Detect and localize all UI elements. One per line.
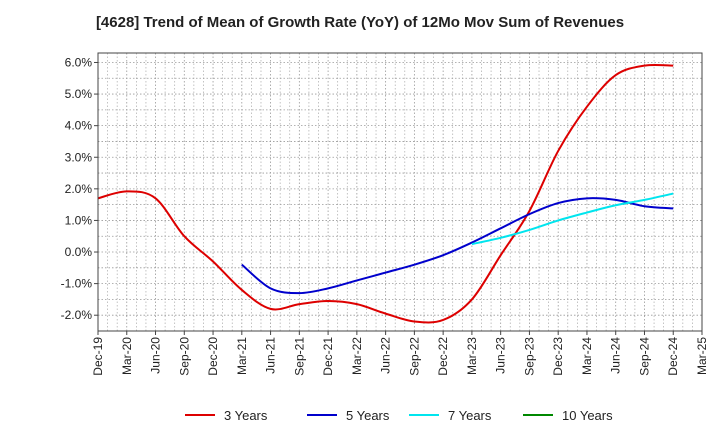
y-tick-label: 6.0% bbox=[65, 55, 93, 69]
x-tick-label: Jun-23 bbox=[494, 337, 508, 374]
x-tick-label: Mar-22 bbox=[350, 337, 364, 375]
series-line-3-years bbox=[97, 63, 674, 324]
x-tick-label: Mar-23 bbox=[465, 337, 479, 375]
x-tick-label: Sep-21 bbox=[292, 337, 306, 376]
x-tick-label: Jun-24 bbox=[609, 337, 623, 374]
x-tick-label: Dec-20 bbox=[206, 337, 220, 376]
x-tick-label: Dec-21 bbox=[321, 337, 335, 376]
y-tick-label: 5.0% bbox=[65, 87, 93, 101]
y-tick-label: -1.0% bbox=[61, 277, 93, 291]
x-tick-label: Mar-24 bbox=[580, 337, 594, 375]
x-tick-label: Mar-21 bbox=[235, 337, 249, 375]
legend-label-5-years: 5 Years bbox=[346, 408, 390, 423]
x-tick-label: Dec-22 bbox=[436, 337, 450, 376]
x-tick-label: Jun-21 bbox=[264, 337, 278, 374]
x-tick-label: Dec-24 bbox=[666, 337, 680, 376]
y-tick-label: 3.0% bbox=[65, 150, 93, 164]
series-line-7-years bbox=[471, 192, 674, 246]
x-tick-label: Mar-20 bbox=[120, 337, 134, 375]
legend-label-10-years: 10 Years bbox=[562, 408, 613, 423]
y-tick-label: 4.0% bbox=[65, 119, 93, 133]
x-tick-label: Sep-20 bbox=[177, 337, 191, 376]
plot-area bbox=[98, 53, 702, 331]
chart-title: [4628] Trend of Mean of Growth Rate (YoY… bbox=[95, 14, 625, 31]
x-tick-label: Dec-23 bbox=[551, 337, 565, 376]
y-tick-label: 1.0% bbox=[65, 213, 93, 227]
y-tick-label: 2.0% bbox=[65, 182, 93, 196]
legend-label-7-years: 7 Years bbox=[448, 408, 492, 423]
plot-frame bbox=[97, 52, 703, 332]
legend: 3 Years 5 Years 7 Years 10 Years bbox=[185, 408, 613, 423]
x-tick-label: Sep-23 bbox=[522, 337, 536, 376]
x-tick-label: Sep-22 bbox=[407, 337, 421, 376]
y-tick-label: 0.0% bbox=[65, 245, 93, 259]
x-tick-label: Mar-25 bbox=[695, 337, 709, 375]
x-tick-label: Jun-22 bbox=[379, 337, 393, 374]
x-tick-label: Jun-20 bbox=[149, 337, 163, 374]
x-tick-label: Sep-24 bbox=[637, 337, 651, 376]
x-tick-label: Dec-19 bbox=[91, 337, 105, 376]
y-tick-label: -2.0% bbox=[61, 308, 93, 322]
legend-label-3-years: 3 Years bbox=[224, 408, 268, 423]
series-line-5-years bbox=[241, 197, 674, 295]
